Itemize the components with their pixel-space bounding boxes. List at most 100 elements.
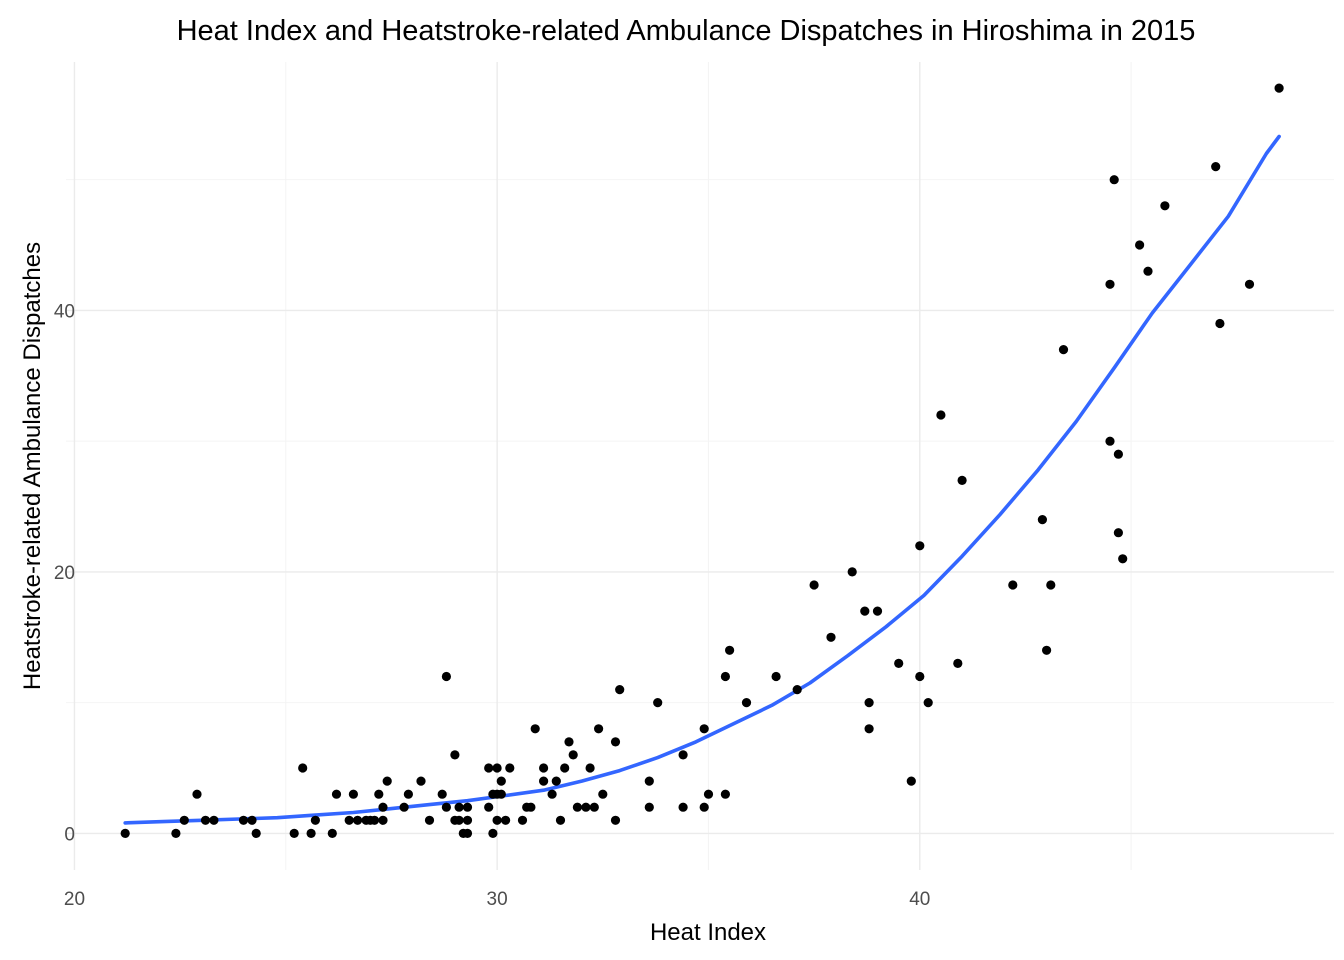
data-point <box>209 815 219 825</box>
points-layer <box>120 83 1284 839</box>
data-point <box>539 763 549 773</box>
data-point <box>496 776 506 786</box>
data-point <box>1113 528 1123 538</box>
data-point <box>594 724 604 734</box>
data-point <box>517 815 528 825</box>
data-point <box>289 828 299 839</box>
data-point <box>488 828 498 839</box>
data-point <box>1143 266 1153 276</box>
data-point <box>247 815 257 825</box>
data-point <box>615 685 625 695</box>
data-point <box>581 802 591 812</box>
data-point <box>348 789 358 799</box>
data-point <box>1058 345 1069 355</box>
y-tick-label: 40 <box>54 301 75 322</box>
data-point <box>771 671 781 682</box>
data-point <box>496 789 506 799</box>
data-point <box>923 698 933 708</box>
data-point <box>1046 580 1056 590</box>
data-point <box>809 580 819 590</box>
data-point <box>872 606 883 616</box>
data-point <box>192 789 202 799</box>
data-point <box>610 737 621 747</box>
data-point <box>936 410 946 420</box>
data-point <box>703 789 714 799</box>
data-point <box>1113 449 1123 459</box>
data-point <box>424 815 435 825</box>
data-point <box>957 475 967 485</box>
tick-labels: 20 30 40 0 20 40 <box>54 301 930 910</box>
data-point <box>437 789 447 799</box>
data-point <box>539 776 549 786</box>
data-point <box>953 658 963 669</box>
data-point <box>725 645 735 655</box>
data-point <box>353 815 363 825</box>
data-point <box>1215 318 1225 329</box>
data-point <box>298 763 308 773</box>
data-point <box>720 671 731 682</box>
data-point <box>492 815 502 825</box>
data-point <box>644 802 654 812</box>
data-point <box>894 658 904 669</box>
data-point <box>251 828 261 839</box>
data-point <box>1135 240 1145 250</box>
data-point <box>344 815 354 825</box>
data-point <box>306 828 316 839</box>
data-point <box>1244 279 1255 289</box>
data-point <box>462 828 473 839</box>
data-point <box>572 802 583 812</box>
data-point <box>598 789 608 799</box>
data-point <box>327 828 337 839</box>
data-point <box>120 828 130 839</box>
x-axis-title: Heat Index <box>650 919 766 946</box>
data-point <box>720 789 731 799</box>
data-point <box>792 685 802 695</box>
y-tick-label: 0 <box>64 824 75 845</box>
data-point <box>399 802 409 812</box>
data-point <box>1109 175 1119 185</box>
data-point <box>369 815 380 825</box>
data-point <box>1042 645 1052 655</box>
data-point <box>501 815 511 825</box>
y-tick-label: 20 <box>54 563 75 584</box>
y-axis-title: Heatstroke-related Ambulance Dispatches <box>19 242 46 690</box>
x-tick-label: 20 <box>64 889 85 910</box>
data-point <box>378 802 388 812</box>
data-point <box>492 763 502 773</box>
data-point <box>378 815 388 825</box>
data-point <box>551 776 561 786</box>
data-point <box>200 815 211 825</box>
data-point <box>741 698 752 708</box>
data-point <box>610 815 621 825</box>
data-point <box>847 567 857 577</box>
data-point <box>1008 580 1018 590</box>
data-point <box>564 737 574 747</box>
data-point <box>416 776 426 786</box>
data-point <box>441 802 451 812</box>
data-point <box>450 750 460 760</box>
data-point <box>826 632 836 642</box>
data-point <box>310 815 320 825</box>
data-point <box>530 724 540 734</box>
data-point <box>547 789 557 799</box>
data-point <box>915 541 925 551</box>
data-point <box>1105 436 1115 446</box>
trend-layer <box>123 134 1281 825</box>
data-point <box>644 776 654 786</box>
data-point <box>403 789 413 799</box>
data-point <box>454 802 464 812</box>
data-point <box>462 802 473 812</box>
data-point <box>1211 162 1221 172</box>
data-point <box>441 671 451 682</box>
data-point <box>699 724 709 734</box>
data-point <box>505 763 515 773</box>
data-point <box>526 802 536 812</box>
data-point <box>864 698 874 708</box>
data-point <box>1274 83 1284 93</box>
chart-title: Heat Index and Heatstroke-related Ambula… <box>177 15 1196 47</box>
data-point <box>678 802 688 812</box>
data-point <box>589 802 599 812</box>
data-point <box>653 698 663 708</box>
grid <box>66 62 1334 870</box>
